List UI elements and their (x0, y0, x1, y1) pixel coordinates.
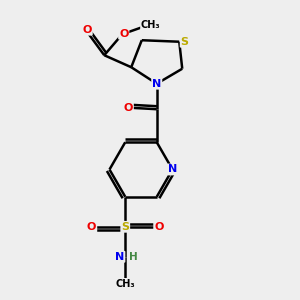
Text: O: O (87, 222, 96, 232)
Text: CH₃: CH₃ (116, 279, 135, 289)
Text: N: N (168, 164, 177, 175)
Text: S: S (181, 37, 189, 47)
Text: H: H (129, 252, 138, 262)
Text: CH₃: CH₃ (141, 20, 161, 30)
Text: N: N (115, 252, 124, 262)
Text: O: O (119, 28, 128, 39)
Text: O: O (124, 103, 133, 113)
Text: O: O (154, 222, 164, 232)
Text: O: O (82, 25, 92, 35)
Text: N: N (152, 79, 161, 89)
Text: S: S (121, 222, 129, 232)
